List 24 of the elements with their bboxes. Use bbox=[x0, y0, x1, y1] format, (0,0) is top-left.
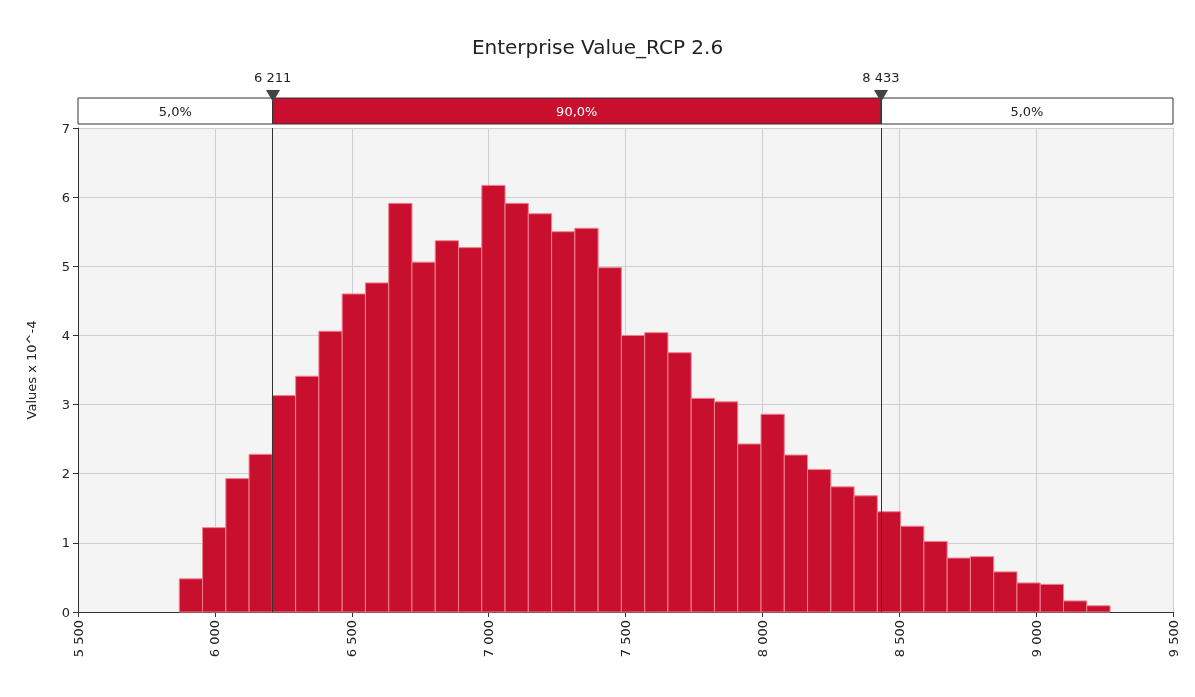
chart-title: Enterprise Value_RCP 2.6 bbox=[471, 35, 724, 59]
y-tick-label: 6 bbox=[61, 189, 70, 205]
x-tick-label: 9 000 bbox=[1028, 620, 1044, 658]
y-axis-title: Values x 10^-4 bbox=[24, 320, 39, 420]
x-tick-label: 7 000 bbox=[481, 620, 497, 658]
ref-line-label: 8 433 bbox=[862, 70, 900, 85]
y-tick-label: 1 bbox=[61, 535, 70, 551]
x-tick-label: 9 500 bbox=[1165, 620, 1181, 658]
text: 90,0% bbox=[556, 103, 598, 119]
text: 5,0% bbox=[1010, 103, 1044, 119]
x-tick-label: 6 000 bbox=[207, 620, 223, 658]
x-tick-label: 8 500 bbox=[891, 620, 907, 658]
ref-line-label: 6 211 bbox=[254, 70, 292, 85]
y-tick-label: 3 bbox=[61, 397, 70, 413]
x-tick-label: 7 500 bbox=[618, 620, 633, 658]
y-tick-label: 0 bbox=[61, 604, 70, 620]
y-tick-label: 7 bbox=[61, 120, 70, 136]
x-tick-label: 6 500 bbox=[344, 620, 360, 658]
text: 5,0% bbox=[158, 103, 192, 119]
y-tick-label: 2 bbox=[61, 466, 70, 482]
x-tick-label: 5 500 bbox=[70, 620, 86, 658]
y-tick-label: 4 bbox=[61, 327, 70, 343]
y-tick-label: 5 bbox=[61, 258, 70, 274]
x-tick-label: 8 000 bbox=[754, 620, 770, 658]
